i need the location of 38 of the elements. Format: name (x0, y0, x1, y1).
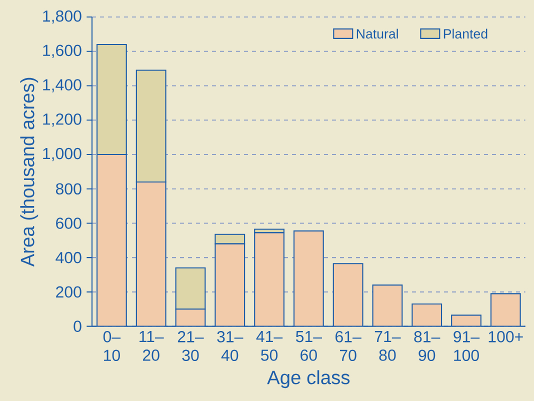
y-tick-label: 400 (56, 252, 82, 264)
bar (333, 264, 363, 326)
y-tick-label: 600 (56, 218, 82, 229)
x-tick-label: 31– 40 (217, 331, 244, 362)
bar (254, 232, 284, 326)
y-tick-label: 1,600 (43, 44, 82, 58)
bar (215, 244, 245, 326)
x-tick-label: 41– 50 (256, 331, 283, 361)
x-tick-label: 61– 70 (336, 331, 362, 362)
bar (136, 182, 166, 326)
y-tick-label: 1,400 (43, 79, 82, 92)
y-tick-label: 1,800 (43, 10, 82, 24)
bar (490, 293, 521, 326)
legend-label: Planted (444, 28, 488, 39)
bar (214, 234, 246, 244)
x-tick-label: 100+ (488, 331, 523, 342)
x-tick-label: 0– 10 (103, 331, 121, 362)
y-tick-label: 200 (56, 286, 82, 298)
y-tick-label: 800 (56, 183, 82, 195)
bar (294, 230, 324, 326)
y-tick-label: 0 (74, 320, 82, 332)
bar (175, 267, 206, 310)
legend-label: Natural (356, 28, 398, 39)
bar (412, 304, 442, 326)
x-tick-label: 71– 80 (374, 331, 401, 361)
bar (176, 309, 206, 326)
x-axis-title: Age class (267, 370, 350, 388)
x-tick-label: 51– 60 (296, 331, 322, 361)
bar (372, 285, 402, 326)
bar (97, 154, 126, 326)
x-tick-label: 81– 90 (414, 331, 440, 362)
y-axis-title: Area (thousand acres) (20, 78, 38, 267)
bar (452, 315, 481, 326)
x-tick-label: 21– 30 (178, 331, 204, 362)
y-tick-label: 1,200 (43, 114, 82, 127)
x-tick-label: 11– 20 (140, 331, 164, 361)
x-tick-label: 91– 100 (454, 331, 480, 362)
y-tick-label: 1,000 (43, 148, 82, 162)
